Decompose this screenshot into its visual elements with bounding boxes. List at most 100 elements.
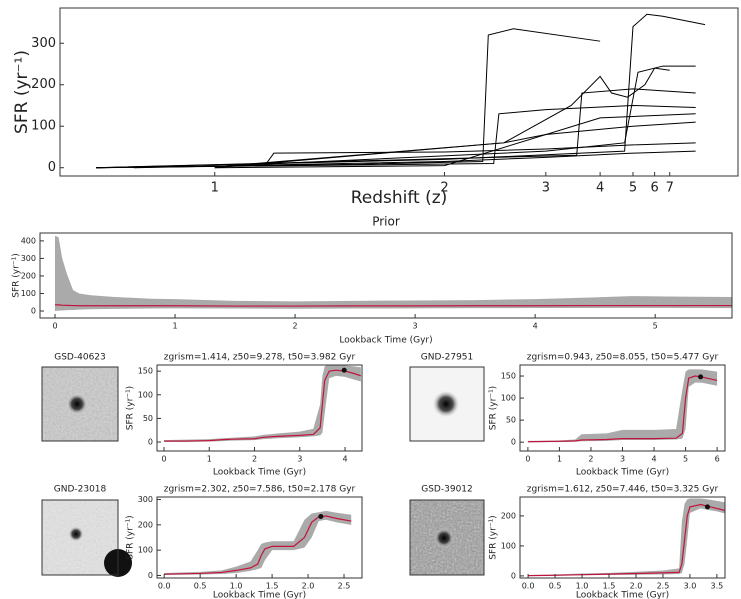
x-tick-label: 1.5 [266,582,279,591]
x-tick-label: 1 [172,322,177,331]
cutout-1 [42,367,118,441]
cutout-3 [42,500,132,577]
x-tick-label: 2.0 [302,582,315,591]
y-tick-label: 300 [138,495,153,504]
y-tick-label: 100 [501,541,516,550]
x-tick-label: 4 [533,322,538,331]
x-tick-label: 1.0 [576,582,589,591]
x-tick-label: 6 [650,181,658,196]
x-tick-label: 0 [525,455,530,464]
x-axis-title: Lookback Time (Gyr) [339,336,432,346]
y-tick-label: 150 [138,367,153,376]
y-tick-label: 200 [501,511,516,520]
sfr-band [55,236,732,311]
y-axis-title: SFR (yr⁻¹) [126,386,136,430]
galaxy-id: GND-23018 [54,485,107,495]
axes-frame [60,8,738,176]
x-tick-label: 1 [557,455,562,464]
y-tick-label: 0 [511,438,516,447]
x-axis-title: Lookback Time (Gyr) [576,591,669,599]
x-tick-label: 5 [653,322,658,331]
y-tick-label: 0 [31,306,36,315]
y-tick-label: 0 [511,571,516,580]
x-tick-label: 0 [52,322,57,331]
x-tick-label: 1.0 [230,582,243,591]
x-tick-label: 0.0 [158,582,171,591]
y-tick-label: 200 [21,271,36,280]
galaxy-id: GSD-40623 [54,353,106,363]
y-tick-label: 100 [138,546,153,555]
x-tick-label: 3 [413,322,418,331]
sfr-line [96,14,705,167]
x-tick-label: 4 [651,455,656,464]
x-tick-label: 3.5 [711,582,724,591]
y-tick-label: 300 [21,254,36,263]
x-tick-label: 0.5 [194,582,207,591]
x-tick-label: 3 [620,455,625,464]
x-tick-label: 0.0 [522,582,535,591]
sfr-line [96,89,696,168]
galaxy-id: GSD-39012 [421,485,473,495]
sfr-median [528,505,725,576]
x-tick-label: 1 [211,181,219,196]
x-tick-label: 2 [588,455,593,464]
x-tick-label: 0.5 [549,582,562,591]
y-tick-label: 50 [506,416,516,425]
y-tick-label: 400 [21,236,36,245]
x-tick-label: 5 [683,455,688,464]
x-axis-title: Redshift (z) [351,188,448,208]
chart-title: zgrism=1.414, z50=9.278, t50=3.982 Gyr [164,353,356,363]
x-axis-title: Lookback Time (Gyr) [576,468,669,478]
y-axis-title: SFR (yr⁻¹) [489,515,499,559]
sfr-band [164,511,351,575]
sfr-line [96,29,600,168]
x-tick-label: 6 [715,455,720,464]
y-tick-label: 0 [148,438,153,447]
t50-point [342,368,347,373]
y-axis-title: SFR (yr⁻¹) [126,515,136,559]
y-tick-label: 200 [31,77,56,92]
x-tick-label: 0 [161,455,166,464]
x-tick-label: 4 [342,455,347,464]
t50-point [705,504,710,509]
x-tick-label: 3 [542,181,550,196]
y-tick-label: 100 [501,394,516,403]
x-tick-label: 2 [293,322,298,331]
y-tick-label: 100 [31,119,56,134]
x-tick-label: 2.5 [657,582,670,591]
sfr-band [528,499,725,576]
x-tick-label: 1 [207,455,212,464]
chart-title: zgrism=2.302, z50=7.586, t50=2.178 Gyr [164,485,356,495]
y-tick-label: 150 [501,372,516,381]
x-tick-label: 3.0 [684,582,697,591]
cutout-2 [410,367,484,441]
x-tick-label: 5 [629,181,637,196]
y-tick-label: 0 [148,571,153,580]
y-tick-label: 200 [138,520,153,529]
y-tick-label: 100 [21,289,36,298]
x-tick-label: 2 [252,455,257,464]
sfr-line [96,143,696,168]
galaxy-id: GND-27951 [421,353,474,363]
y-axis-title: SFR (yr⁻¹) [12,253,22,297]
x-axis-title: Lookback Time (Gyr) [213,591,306,599]
sfr-median [164,370,361,441]
chart-title: zgrism=1.612, z50=7.446, t50=3.325 Gyr [527,485,719,495]
sfr-band [164,364,361,442]
y-axis-title: SFR (yr⁻¹) [12,50,32,134]
x-axis-title: Lookback Time (Gyr) [213,468,306,478]
x-tick-label: 2.0 [630,582,643,591]
t50-point [698,374,703,379]
sfr-line [215,114,696,168]
figure: 12345670100200300Redshift (z)SFR (yr⁻¹)0… [0,0,741,599]
y-tick-label: 100 [138,390,153,399]
y-axis-title: SFR (yr⁻¹) [489,386,499,430]
y-tick-label: 50 [143,414,153,423]
x-tick-label: 2.5 [338,582,351,591]
chart-title: zgrism=0.943, z50=8.055, t50=5.477 Gyr [527,353,719,363]
t50-point [318,514,323,519]
x-tick-label: 4 [596,181,604,196]
x-tick-label: 7 [666,181,674,196]
y-tick-label: 300 [31,36,56,51]
cutout-4 [410,500,484,575]
